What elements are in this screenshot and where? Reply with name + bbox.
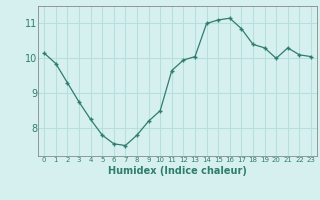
X-axis label: Humidex (Indice chaleur): Humidex (Indice chaleur) <box>108 166 247 176</box>
